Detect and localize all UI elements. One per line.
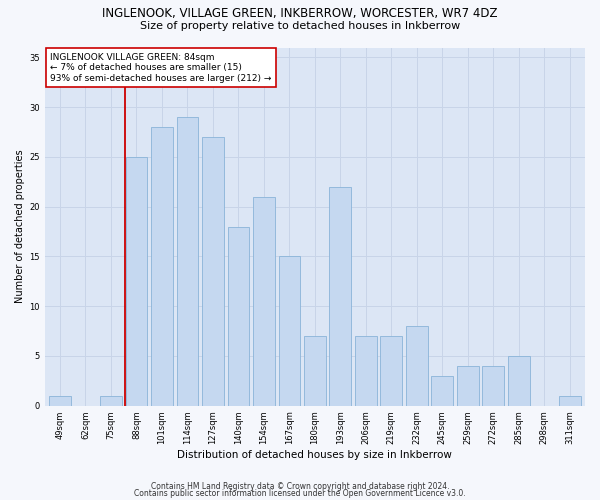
Bar <box>176 117 198 406</box>
Bar <box>508 356 530 406</box>
Text: INGLENOOK VILLAGE GREEN: 84sqm
← 7% of detached houses are smaller (15)
93% of s: INGLENOOK VILLAGE GREEN: 84sqm ← 7% of d… <box>50 53 271 82</box>
Y-axis label: Number of detached properties: Number of detached properties <box>15 150 25 304</box>
Text: Size of property relative to detached houses in Inkberrow: Size of property relative to detached ho… <box>140 21 460 31</box>
Text: Contains public sector information licensed under the Open Government Licence v3: Contains public sector information licen… <box>134 490 466 498</box>
Bar <box>482 366 504 406</box>
Text: INGLENOOK, VILLAGE GREEN, INKBERROW, WORCESTER, WR7 4DZ: INGLENOOK, VILLAGE GREEN, INKBERROW, WOR… <box>102 8 498 20</box>
Bar <box>253 197 275 406</box>
Bar <box>380 336 402 406</box>
Bar <box>202 137 224 406</box>
Text: Contains HM Land Registry data © Crown copyright and database right 2024.: Contains HM Land Registry data © Crown c… <box>151 482 449 491</box>
X-axis label: Distribution of detached houses by size in Inkberrow: Distribution of detached houses by size … <box>178 450 452 460</box>
Bar <box>457 366 479 406</box>
Bar <box>559 396 581 406</box>
Bar <box>406 326 428 406</box>
Bar <box>355 336 377 406</box>
Bar <box>125 157 147 406</box>
Bar <box>49 396 71 406</box>
Bar <box>100 396 122 406</box>
Bar <box>278 256 300 406</box>
Bar <box>304 336 326 406</box>
Bar <box>227 226 249 406</box>
Bar <box>151 127 173 406</box>
Bar <box>329 187 351 406</box>
Bar <box>431 376 453 406</box>
